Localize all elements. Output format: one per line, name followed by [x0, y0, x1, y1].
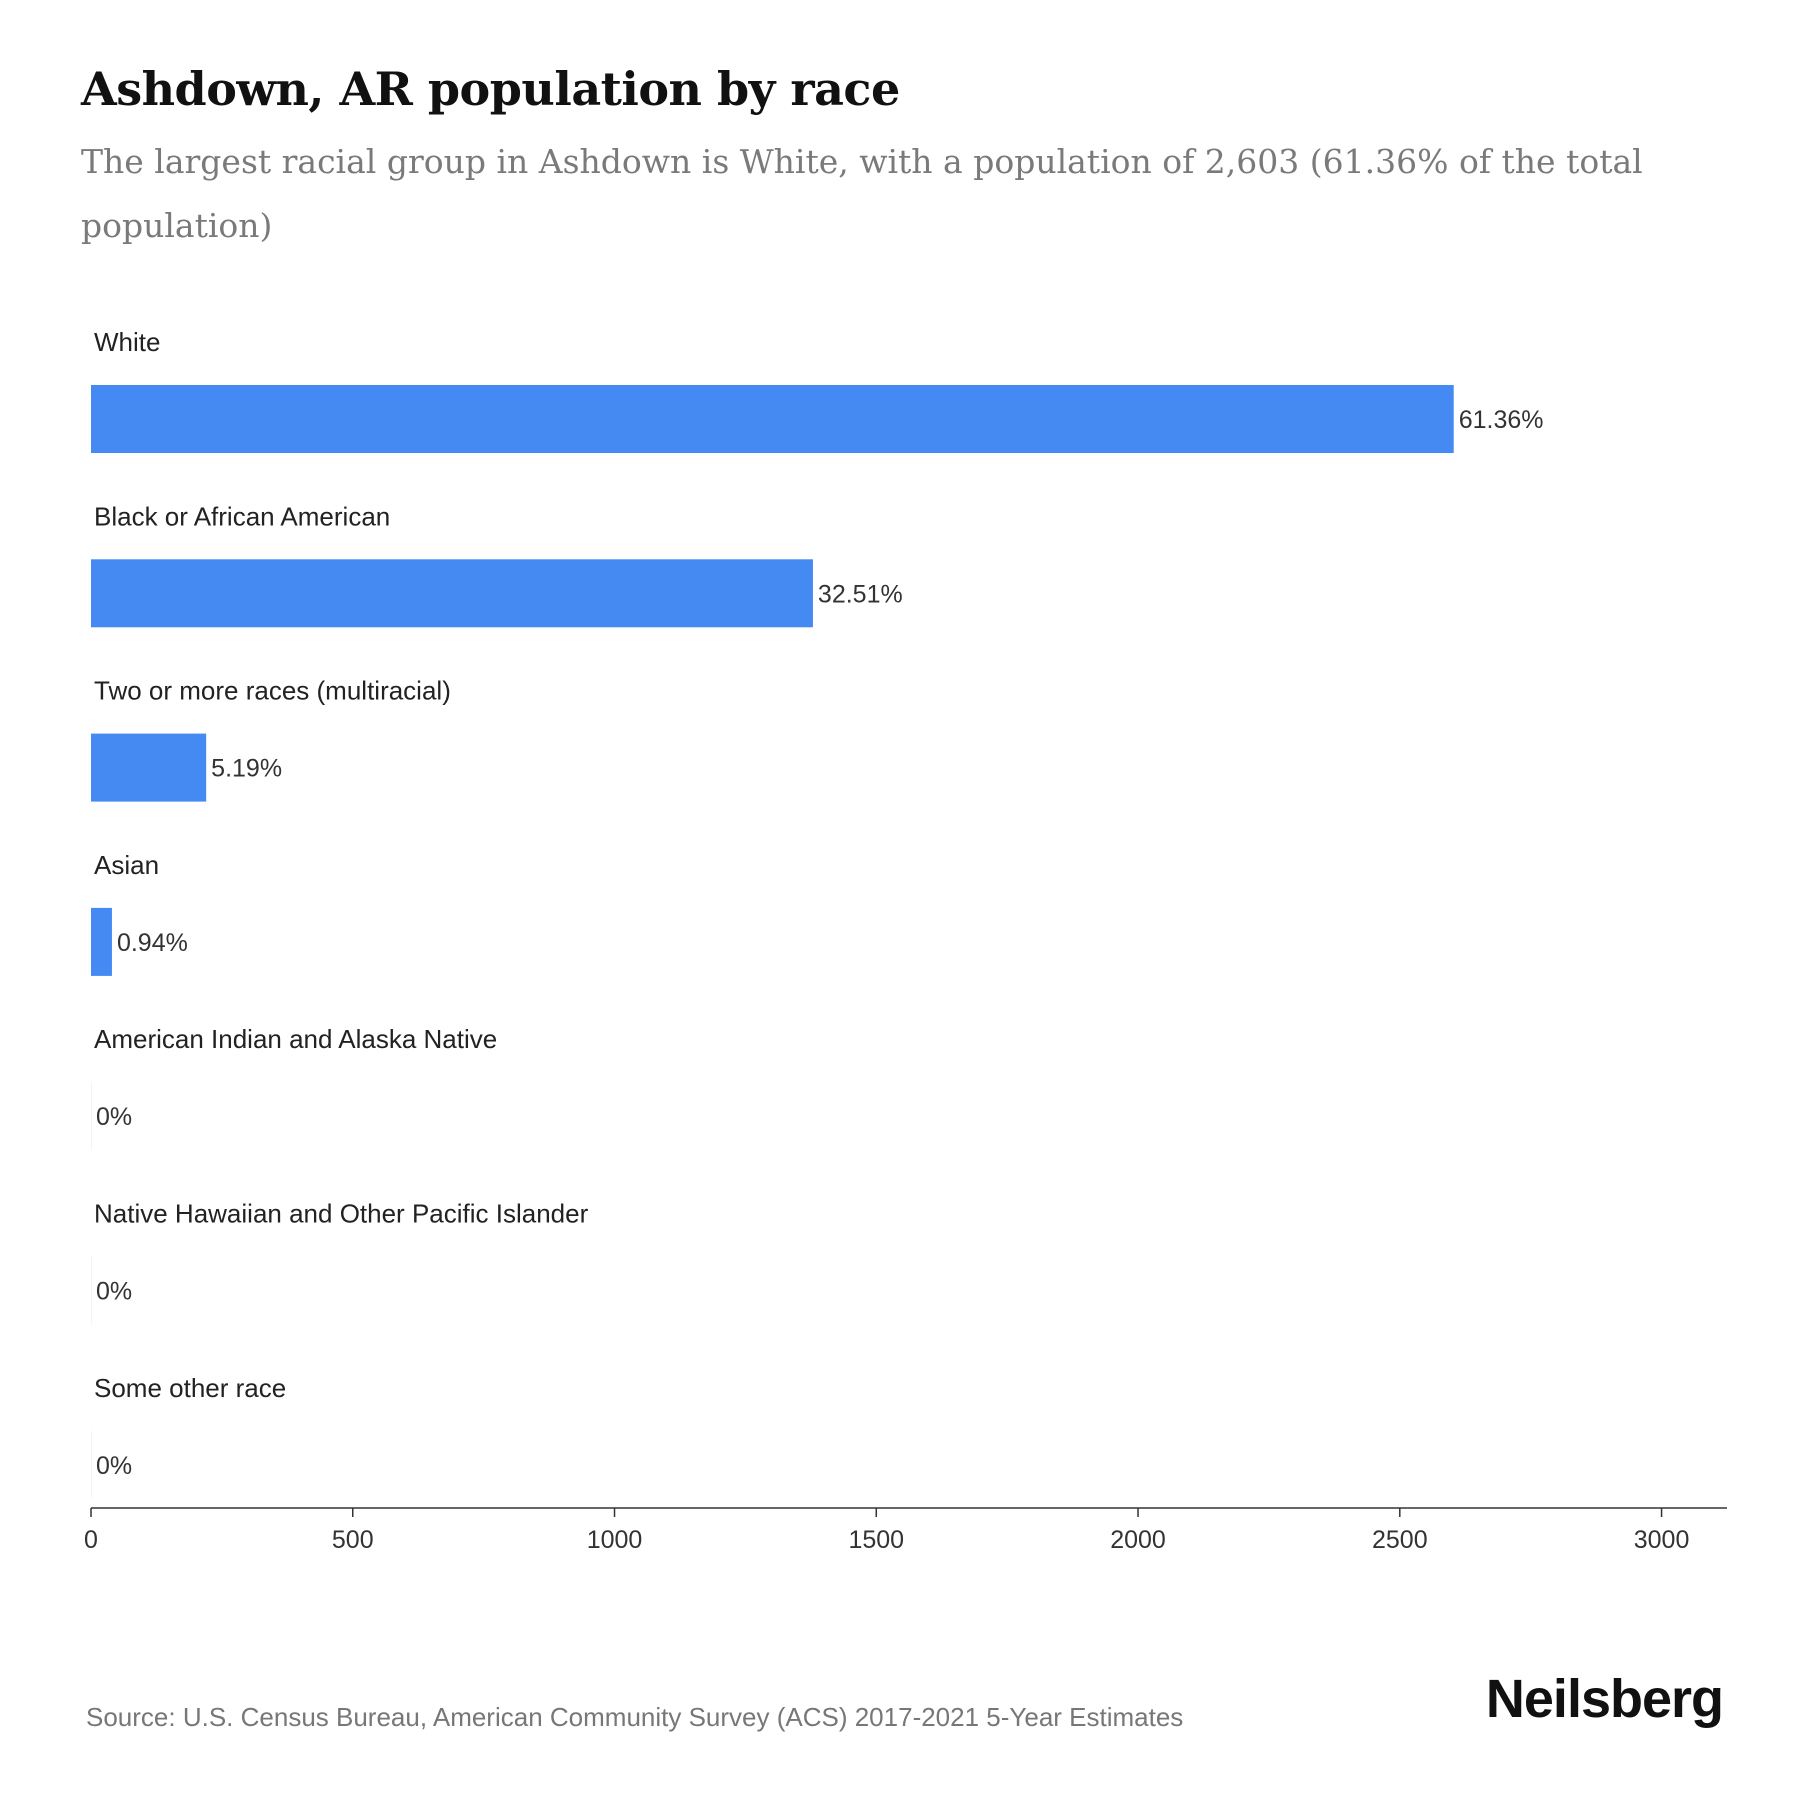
- x-tick-label: 500: [332, 1526, 374, 1554]
- chart-title: Ashdown, AR population by race: [81, 62, 900, 116]
- bar: [91, 1082, 92, 1151]
- chart-subtitle: The largest racial group in Ashdown is W…: [81, 142, 1643, 245]
- category-label: Black or African American: [94, 501, 390, 531]
- data-label: 0%: [96, 1278, 132, 1306]
- x-tick-label: 2000: [1110, 1526, 1166, 1554]
- category-label: Native Hawaiian and Other Pacific Island…: [94, 1199, 589, 1229]
- x-tick-label: 1500: [848, 1526, 904, 1554]
- source-note: Source: U.S. Census Bureau, American Com…: [86, 1702, 1184, 1732]
- category-label: Asian: [94, 850, 159, 880]
- bar: [91, 1430, 92, 1499]
- x-tick-label: 3000: [1634, 1526, 1690, 1554]
- data-label: 5.19%: [211, 755, 282, 783]
- category-label: White: [94, 327, 160, 357]
- x-tick-label: 0: [84, 1526, 98, 1554]
- data-label: 0%: [96, 1103, 132, 1131]
- bar: [91, 559, 813, 628]
- data-label: 0.94%: [117, 929, 188, 957]
- data-label: 32.51%: [818, 580, 903, 608]
- data-label: 61.36%: [1459, 406, 1544, 434]
- category-label: Two or more races (multiracial): [94, 676, 451, 706]
- bar: [91, 385, 1454, 453]
- category-label: Some other race: [94, 1373, 286, 1403]
- bar: [91, 907, 112, 976]
- data-label: 0%: [96, 1452, 132, 1480]
- x-tick-label: 1000: [587, 1526, 643, 1554]
- brand-logo: Neilsberg: [1485, 1669, 1724, 1729]
- bar: [91, 1256, 92, 1325]
- category-label: American Indian and Alaska Native: [94, 1024, 497, 1054]
- bar: [91, 733, 207, 802]
- x-tick-label: 2500: [1372, 1526, 1428, 1554]
